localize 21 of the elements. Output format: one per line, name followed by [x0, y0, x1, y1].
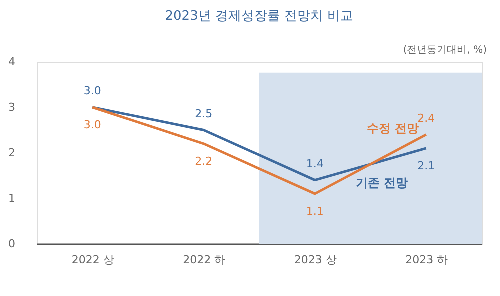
- y-tick-label: 3: [8, 101, 16, 114]
- data-label: 2.2: [195, 154, 213, 168]
- x-tick-label: 2022 하: [183, 254, 226, 266]
- x-tick-label: 2023 하: [406, 254, 448, 266]
- data-label: 1.1: [306, 204, 324, 218]
- data-label: 2.1: [418, 159, 436, 172]
- data-label: 2.5: [195, 107, 213, 120]
- chart-title: 2023년 경제성장률 전망치 비교: [165, 9, 354, 24]
- y-tick-label: 1: [8, 192, 16, 205]
- y-axis-title: (전년동기대비, %): [403, 45, 488, 56]
- y-tick-label: 2: [8, 146, 16, 160]
- x-tick-label: 2023 상: [294, 254, 337, 266]
- data-label: 3.0: [84, 118, 102, 132]
- series-label: 수정 전망: [366, 122, 420, 136]
- data-label: 3.0: [84, 84, 102, 98]
- y-tick-label: 0: [8, 238, 16, 250]
- data-label: 2.4: [418, 112, 436, 125]
- y-tick-label: 4: [8, 56, 16, 68]
- series-label: 기존 전망: [356, 176, 408, 190]
- x-tick-label: 2022 상: [72, 254, 114, 266]
- data-label: 1.4: [306, 157, 324, 170]
